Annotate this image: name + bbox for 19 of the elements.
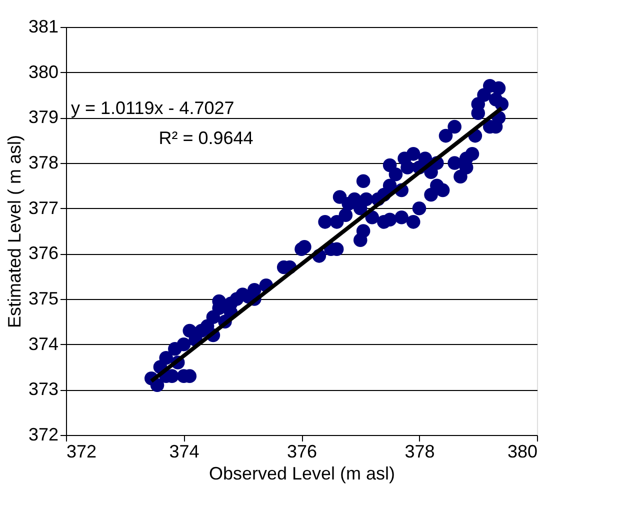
annotation: R² = 0.9644: [158, 128, 254, 148]
y-tick-label: 381: [28, 16, 58, 36]
y-tick-label: 373: [28, 379, 58, 400]
x-axis-title: Observed Level (m asl): [208, 464, 396, 484]
y-tick-label: 379: [28, 107, 58, 128]
annotation: y = 1.0119x - 4.7027: [71, 98, 234, 118]
y-tick-label: 374: [28, 334, 58, 354]
y-tick-label: 372: [28, 424, 58, 444]
x-tick-label: 378: [404, 442, 435, 462]
x-tick-label: 374: [169, 442, 200, 462]
y-axis-title: Estimated Level ( m asl): [4, 134, 24, 328]
y-tick-label: 376: [28, 243, 58, 264]
y-tick-label: 375: [28, 288, 58, 308]
x-tick-label: 380: [507, 442, 538, 462]
y-tick-label: 380: [28, 62, 58, 82]
y-tick-label: 377: [28, 198, 58, 218]
x-tick-label: 372: [66, 442, 97, 462]
y-tick-label: 378: [28, 152, 58, 172]
x-tick-label: 376: [286, 442, 318, 462]
